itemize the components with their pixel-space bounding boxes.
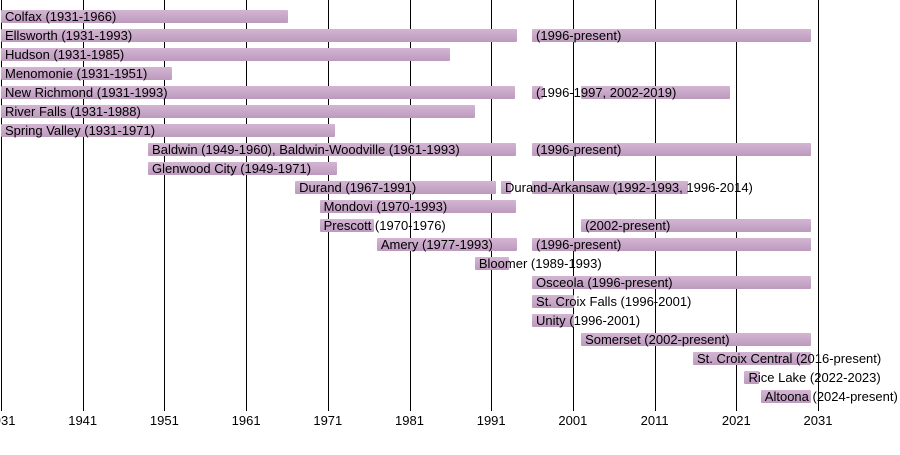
axis-tick-label: 2011: [640, 413, 669, 428]
grid-line: [1, 0, 2, 411]
axis-tick-label: 1941: [68, 413, 98, 428]
timeline-bar: [692, 352, 812, 365]
timeline-bar: [532, 29, 812, 42]
timeline-bar: [148, 143, 516, 156]
axis-tick-label: 1991: [476, 413, 506, 428]
bar-label: Ellsworth (1931-1993): [5, 28, 133, 43]
timeline-bar: [501, 181, 511, 194]
timeline-bar: [1, 67, 172, 80]
timeline-bar: [532, 295, 574, 308]
timeline-bar: [474, 257, 510, 270]
bar-label: New Richmond (1931-1993): [5, 85, 168, 100]
bar-label: Hudson (1931-1985): [5, 47, 125, 62]
axis-tick-label: 1961: [231, 413, 261, 428]
timeline-bar: [319, 200, 516, 213]
timeline-bar: [581, 219, 812, 232]
bar-label: Baldwin (1949-1960), Baldwin-Woodville (…: [152, 142, 460, 157]
bar-label: St. Croix Falls (1996-2001): [536, 294, 692, 309]
timeline-bar: [744, 371, 760, 384]
bar-label: Rice Lake (2022-2023): [748, 370, 881, 385]
axis-tick-label: 2031: [803, 413, 833, 428]
timeline-bar: [1, 86, 515, 99]
bar-label: Altoona (2024-present): [764, 389, 898, 404]
timeline-bar: [319, 219, 374, 232]
timeline-bar: [532, 238, 812, 251]
bar-label: Durand-Arkansaw (1992-1993, 1996-2014): [505, 180, 753, 195]
bar-label: (2002-present): [585, 218, 671, 233]
bar-label: Mondovi (1970-1993): [323, 199, 448, 214]
grid-line: [246, 0, 247, 411]
grid-line: [655, 0, 656, 411]
axis-tick-label: 1981: [395, 413, 424, 428]
bar-label: Somerset (2002-present): [585, 332, 730, 347]
timeline-bar: [532, 314, 574, 327]
grid-line: [164, 0, 165, 411]
bar-label: Glenwood City (1949-1971): [152, 161, 312, 176]
timeline-bar: [581, 86, 730, 99]
grid-line: [736, 0, 737, 411]
bar-label: (1996-present): [536, 237, 622, 252]
timeline-bar: [1, 105, 475, 118]
grid-line: [818, 0, 819, 411]
axis-tick-label: 1971: [313, 413, 343, 428]
timeline-bar: [1, 10, 288, 23]
bar-label: Bloomer (1989-1993): [478, 256, 602, 271]
bar-label: River Falls (1931-1988): [5, 104, 141, 119]
axis-tick-label: 2001: [558, 413, 588, 428]
timeline-bar: [760, 390, 812, 403]
timeline-bar: [532, 181, 689, 194]
timeline-bar: [532, 86, 543, 99]
bar-label: Colfax (1931-1966): [5, 9, 117, 24]
timeline-bar: [1, 48, 450, 61]
bar-label: (1996-present): [536, 142, 622, 157]
axis-tick-label: 2021: [721, 413, 751, 428]
bar-label: St. Croix Central (2016-present): [696, 351, 882, 366]
bar-label: Durand (1967-1991): [299, 180, 417, 195]
timeline-bar: [295, 181, 497, 194]
timeline-bar: [1, 29, 518, 42]
grid-line: [83, 0, 84, 411]
bar-label: (1996-present): [536, 28, 622, 43]
timeline-bar: [581, 333, 812, 346]
bar-label: Menomonie (1931-1951): [5, 66, 148, 81]
grid-line: [573, 0, 574, 411]
timeline-bar: [148, 162, 337, 175]
bar-label: Prescott (1970-1976): [323, 218, 446, 233]
timeline-bar: [532, 276, 812, 289]
bar-label: Amery (1977-1993): [380, 237, 493, 252]
timeline-bar: [1, 124, 336, 137]
bar-label: Unity (1996-2001): [536, 313, 641, 328]
bar-label: (1996-1997, 2002-2019): [536, 85, 677, 100]
timeline-bar: [532, 143, 812, 156]
timeline-bar: [376, 238, 517, 251]
bar-label: Spring Valley (1931-1971): [5, 123, 156, 138]
axis-tick-label: 1951: [149, 413, 179, 428]
axis-tick-label: 1931: [0, 413, 16, 428]
bar-label: Osceola (1996-present): [536, 275, 673, 290]
